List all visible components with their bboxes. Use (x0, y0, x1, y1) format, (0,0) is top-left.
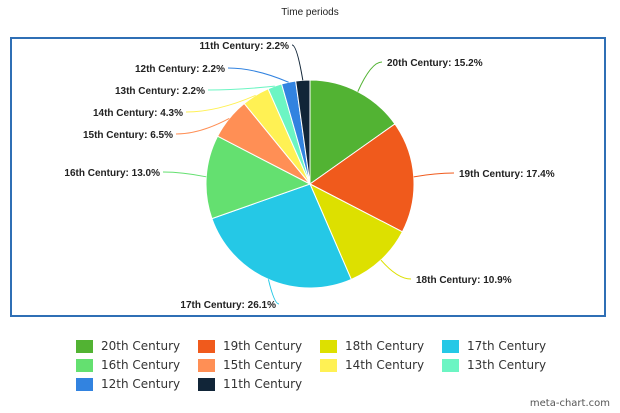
legend-swatch (320, 339, 337, 353)
legend-label: 12th Century (101, 377, 181, 391)
legend-item-14th-century[interactable]: 14th Century (320, 356, 442, 374)
legend-item-15th-century[interactable]: 15th Century (198, 356, 320, 374)
data-label-20th-century: 20th Century: 15.2% (387, 58, 483, 69)
legend-label: 16th Century (101, 358, 181, 372)
chart-frame (10, 37, 606, 317)
legend-swatch (442, 339, 459, 353)
legend-label: 17th Century (467, 339, 547, 353)
legend-swatch (76, 377, 93, 391)
legend-swatch (198, 358, 215, 372)
leader-line-12th-century (227, 67, 289, 83)
leader-line-18th-century (380, 259, 412, 280)
legend-label: 15th Century (223, 358, 303, 372)
data-label-15th-century: 15th Century: 6.5% (83, 130, 173, 141)
data-label-13th-century: 13th Century: 2.2% (115, 86, 205, 97)
pie-chart: 20th Century: 15.2% 19th Century: 17.4% 18… (64, 41, 555, 311)
legend-label: 18th Century (345, 339, 425, 353)
legend-label: 14th Century (345, 358, 425, 372)
legend-item-13th-century[interactable]: 13th Century (442, 356, 564, 374)
leader-line-15th-century (175, 118, 230, 135)
legend-swatch (320, 358, 337, 372)
watermark: meta-chart.com (529, 398, 610, 409)
data-label-19th-century: 19th Century: 17.4% (459, 169, 555, 180)
leader-line-14th-century (185, 94, 256, 113)
legend-swatch (442, 358, 459, 372)
data-label-12th-century: 12th Century: 2.2% (135, 64, 225, 75)
leader-line-19th-century (413, 172, 455, 178)
legend-label: 11th Century (223, 377, 303, 391)
legend-label: 13th Century (467, 358, 547, 372)
legend-swatch (198, 339, 215, 353)
chart-legend: 20th Century 19th Century 18th Century 17th… (76, 337, 596, 393)
pie-slice-18th-century[interactable] (308, 182, 404, 281)
legend-item-19th-century[interactable]: 19th Century (198, 337, 320, 355)
legend-label: 19th Century (223, 339, 303, 353)
legend-label: 20th Century (101, 339, 181, 353)
data-label-14th-century: 14th Century: 4.3% (93, 108, 183, 119)
data-label-17th-century: 17th Century: 26.1% (180, 300, 276, 311)
leader-line-20th-century (357, 61, 383, 92)
chart-title: Time periods (281, 7, 339, 18)
leader-line-11th-century (291, 44, 304, 81)
legend-swatch (198, 377, 215, 391)
leader-line-13th-century (207, 85, 275, 91)
data-label-11th-century: 11th Century: 2.2% (200, 41, 290, 52)
legend-item-11th-century[interactable]: 11th Century (198, 375, 320, 393)
legend-item-12th-century[interactable]: 12th Century (76, 375, 198, 393)
data-label-18th-century: 18th Century: 10.9% (416, 275, 512, 286)
leader-line-16th-century (162, 171, 207, 178)
pie-slice-20th-century[interactable] (309, 79, 396, 185)
legend-swatch (76, 339, 93, 353)
leader-line-17th-century (267, 279, 280, 305)
legend-item-18th-century[interactable]: 18th Century (320, 337, 442, 355)
legend-item-20th-century[interactable]: 20th Century (76, 337, 198, 355)
pie-slice-17th-century[interactable] (211, 183, 352, 289)
legend-swatch (76, 358, 93, 372)
legend-item-17th-century[interactable]: 17th Century (442, 337, 564, 355)
legend-item-16th-century[interactable]: 16th Century (76, 356, 198, 374)
data-label-16th-century: 16th Century: 13.0% (64, 168, 160, 179)
